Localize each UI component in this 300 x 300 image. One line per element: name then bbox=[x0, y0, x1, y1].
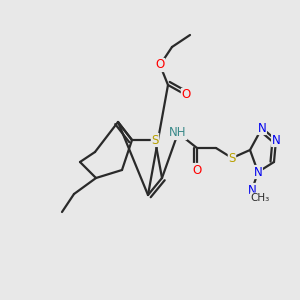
Text: N: N bbox=[254, 166, 262, 178]
Text: O: O bbox=[182, 88, 190, 101]
Text: O: O bbox=[192, 164, 202, 176]
Text: O: O bbox=[155, 58, 165, 71]
Text: N: N bbox=[258, 122, 266, 134]
Text: N: N bbox=[272, 134, 280, 146]
Text: S: S bbox=[228, 152, 236, 164]
Text: CH₃: CH₃ bbox=[250, 193, 270, 203]
Text: S: S bbox=[151, 134, 159, 146]
Text: NH: NH bbox=[169, 127, 187, 140]
Text: N: N bbox=[248, 184, 256, 196]
